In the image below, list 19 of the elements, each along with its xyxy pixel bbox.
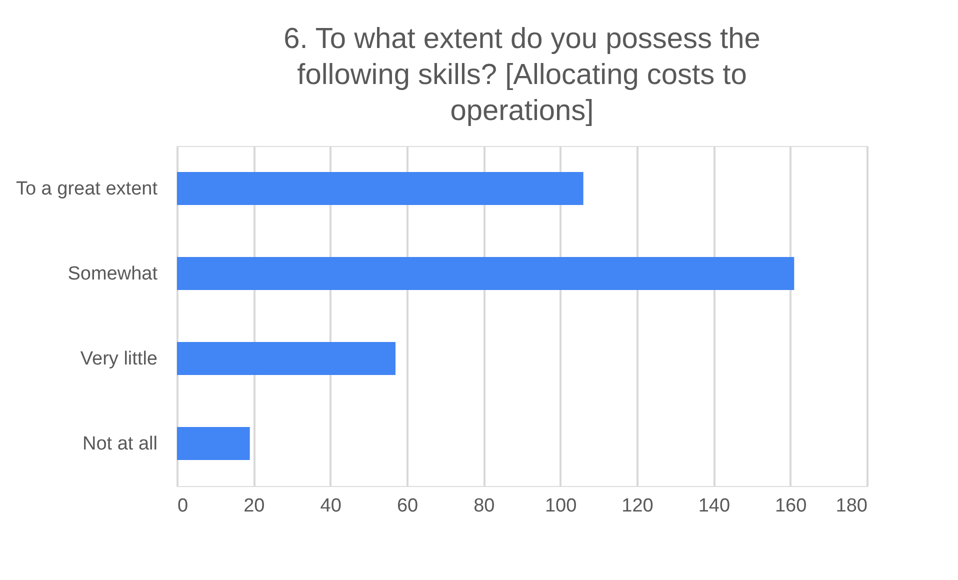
x-tick-label: 120 <box>622 496 654 516</box>
bar <box>177 342 396 375</box>
chart-title: 6. To what extent do you possess the following skills? [Allocating costs to operations] <box>284 23 760 127</box>
x-tick-label: 0 <box>178 496 188 516</box>
x-tick-label: 80 <box>474 496 495 516</box>
x-tick-label: 180 <box>836 496 868 516</box>
x-tick-label: 160 <box>774 496 807 516</box>
y-tick-label: Not at all <box>82 434 158 454</box>
bar <box>177 427 250 460</box>
y-tick-label: To a great extent <box>16 178 158 200</box>
x-tick-label: 40 <box>320 496 342 516</box>
y-tick-label: Very little <box>80 348 158 370</box>
x-tick-label: 140 <box>698 496 730 516</box>
y-tick-label: Somewhat <box>68 264 158 284</box>
bar <box>177 257 794 290</box>
bar <box>177 172 584 205</box>
x-tick-label: 100 <box>544 496 577 516</box>
x-tick-label: 20 <box>244 496 265 516</box>
x-tick-label: 60 <box>396 496 418 516</box>
